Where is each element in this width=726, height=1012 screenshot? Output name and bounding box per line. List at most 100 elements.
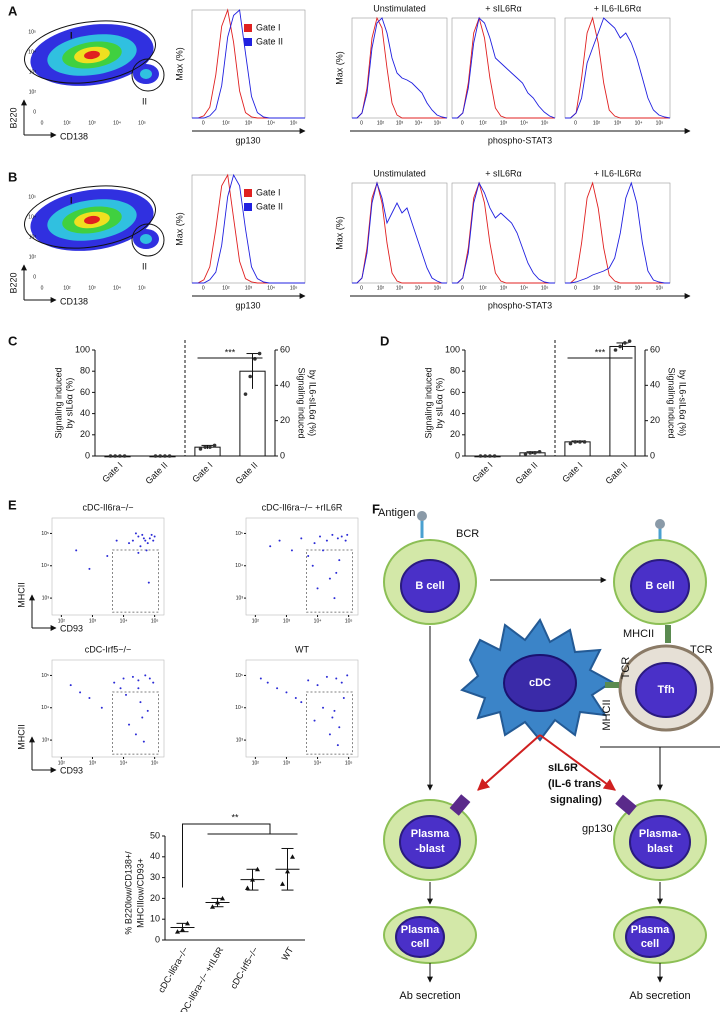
point (128, 542, 131, 545)
point (100, 706, 103, 709)
point (146, 542, 149, 545)
nucleus (503, 654, 577, 712)
point (307, 555, 310, 558)
gate (112, 549, 159, 613)
point (311, 564, 314, 567)
y2-axis-label: Signaling induced (297, 367, 307, 438)
y2-tick-label: 40 (280, 380, 290, 390)
x-tick-label: cDC-Irf5−/− (228, 945, 260, 990)
point (88, 697, 91, 700)
point (257, 351, 262, 356)
legend-swatch (244, 24, 252, 32)
plot-frame (564, 17, 671, 119)
point (185, 920, 190, 926)
point (137, 679, 140, 682)
y-tick-label: 10⁴ (41, 563, 49, 569)
y-tick-label: 50 (150, 830, 160, 840)
nucleus (399, 815, 461, 869)
plasmablast-label: Plasma- (639, 828, 682, 840)
x-tick-label: 0 (202, 285, 205, 291)
point (338, 726, 341, 729)
point (325, 539, 328, 542)
point (146, 709, 149, 712)
x-tick-label: 10⁴ (267, 285, 275, 291)
nucleus (635, 662, 697, 718)
density (140, 69, 152, 79)
point (331, 533, 334, 536)
gp130 (615, 794, 637, 816)
histogram-line (192, 173, 305, 284)
point (322, 549, 325, 552)
y-tick-label: 10⁵ (41, 673, 49, 679)
x-tick-label: 10³ (396, 120, 404, 126)
y-axis-label: MHCII (16, 724, 26, 750)
x-tick-label: 10² (222, 285, 230, 291)
nucleus (629, 815, 691, 869)
point (198, 447, 203, 451)
output-label: Ab secretion (399, 990, 460, 1002)
point (208, 445, 212, 449)
antigen (417, 511, 427, 521)
x-tick-label: 10⁴ (120, 618, 128, 624)
point (342, 697, 345, 700)
point (144, 539, 147, 542)
y-tick-label: 10⁵ (235, 673, 243, 679)
x-tick-label: 10⁵ (434, 285, 442, 291)
gp130-label: gp130 (582, 823, 613, 835)
y2-tick-label: 20 (280, 415, 290, 425)
point (153, 454, 158, 458)
significance: *** (225, 347, 236, 357)
x-tick-label: cDC-Il6ra−/− (156, 945, 190, 994)
tcr-label: TCR (690, 644, 713, 656)
point (335, 677, 338, 680)
point (340, 535, 343, 538)
point (325, 675, 328, 678)
point (145, 549, 148, 552)
point (278, 539, 281, 542)
y-axis-label: Max (%) (334, 51, 344, 85)
y-tick-label: 60 (450, 387, 460, 397)
gate-label: II (142, 261, 147, 271)
point (573, 440, 577, 444)
x-tick-label: 10⁵ (290, 120, 298, 126)
y2-axis-label: Signaling induced (667, 367, 677, 438)
legend-swatch (244, 38, 252, 46)
antigen (655, 519, 665, 529)
histogram-line (452, 181, 555, 284)
y2-tick-label: 0 (280, 450, 285, 460)
point (568, 441, 573, 446)
x-tick-label: 10³ (245, 285, 253, 291)
point (333, 597, 336, 600)
y-tick-label: 30 (150, 872, 160, 882)
y-tick-label: 20 (450, 429, 460, 439)
y-tick-label: 10⁴ (235, 563, 243, 569)
gate (306, 691, 353, 755)
point (290, 549, 293, 552)
point (134, 532, 137, 535)
y-tick-label: 40 (80, 408, 90, 418)
point (528, 451, 532, 455)
point (285, 868, 290, 874)
point (180, 927, 185, 932)
point (141, 533, 144, 536)
point (346, 674, 349, 677)
point (131, 675, 134, 678)
significance: *** (595, 347, 606, 357)
mhcii-label: MHCII (623, 628, 654, 640)
tick-label: 10⁴ (113, 285, 121, 291)
point (210, 904, 215, 909)
y-axis-label: MHCII (16, 582, 26, 608)
point (344, 539, 347, 542)
x-tick-label: 10⁴ (520, 285, 528, 291)
point (115, 539, 118, 542)
point (220, 895, 225, 901)
point (147, 581, 150, 584)
histogram-line (352, 16, 447, 119)
histogram-line (565, 181, 670, 284)
point (492, 454, 497, 458)
diagram: Antigen BCR B cell B cell MHCII TCR Tfh … (378, 507, 720, 1002)
point (316, 684, 319, 687)
sil6r-label: sIL6R (548, 762, 578, 774)
y2-tick-label: 60 (650, 344, 660, 354)
y-axis-label: B220 (8, 272, 18, 293)
